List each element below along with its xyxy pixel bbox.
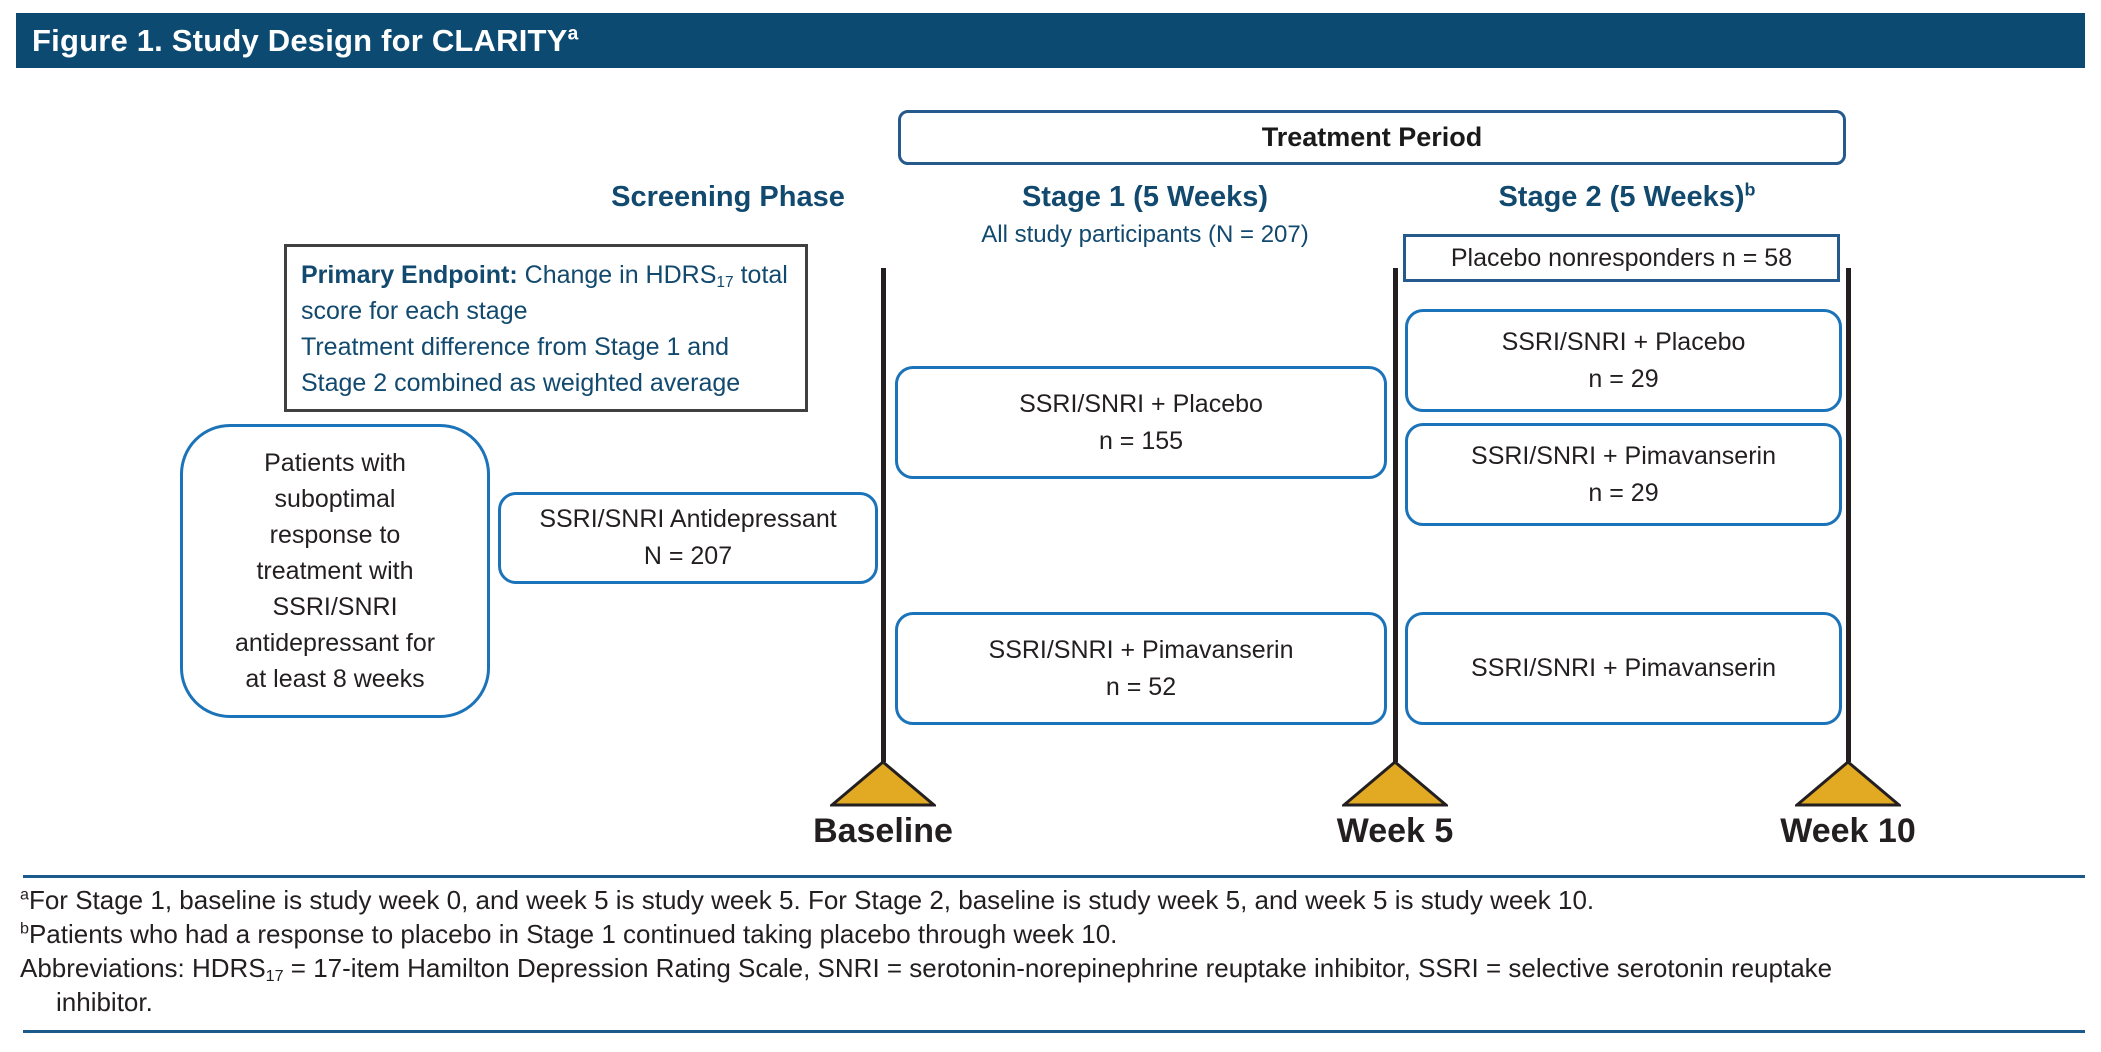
- week10-marker-triangle-icon: [1795, 760, 1901, 807]
- week5-marker-triangle-icon: [1342, 760, 1448, 807]
- stage2-placebo-box: SSRI/SNRI + Placebo n = 29: [1405, 309, 1842, 412]
- placebo-nonresponders-label: Placebo nonresponders n = 58: [1450, 243, 1793, 272]
- stage2-placebo-label: SSRI/SNRI + Placebo: [1501, 327, 1746, 356]
- figure-bottom-rule: [23, 1030, 2085, 1033]
- stage2-placebo-n: n = 29: [1588, 364, 1659, 393]
- patients-text: Patients with suboptimal response to tre…: [234, 449, 436, 693]
- figure-title-bar: Figure 1. Study Design for CLARITYa: [16, 13, 2085, 68]
- week5-label: Week 5: [1336, 812, 1454, 850]
- footnote-a: aFor Stage 1, baseline is study week 0, …: [20, 885, 1595, 915]
- week10-label: Week 10: [1780, 812, 1916, 850]
- screening-arm-label: SSRI/SNRI Antidepressant: [539, 505, 837, 533]
- timeline-line-week5: [1393, 268, 1398, 762]
- footnote-abbreviations: Abbreviations: HDRS17 = 17-item Hamilton…: [20, 953, 1833, 1017]
- stage2-pimavanserin-continued-box: SSRI/SNRI + Pimavanserin: [1405, 612, 1842, 725]
- stage2-pimavanserin-label: SSRI/SNRI + Pimavanserin: [1471, 441, 1776, 470]
- placebo-nonresponders-box: Placebo nonresponders n = 58: [1403, 234, 1840, 282]
- footnote-marker-b: b: [1744, 179, 1756, 200]
- screening-arm-n: N = 207: [643, 542, 733, 570]
- screening-arm-box: SSRI/SNRI Antidepressant N = 207: [498, 492, 878, 584]
- patients-box: Patients with suboptimal response to tre…: [180, 424, 490, 718]
- stage2-header: Stage 2 (5 Weeks)b: [1498, 179, 1756, 213]
- baseline-label: Baseline: [813, 812, 953, 850]
- stage2-pimavanserin-box: SSRI/SNRI + Pimavanserin n = 29: [1405, 423, 1842, 526]
- footnote-marker-a: a: [567, 23, 579, 45]
- footnotes: aFor Stage 1, baseline is study week 0, …: [20, 883, 1900, 1019]
- stage1-header: Stage 1 (5 Weeks): [1021, 181, 1269, 213]
- primary-endpoint-line1: Primary Endpoint: Change in HDRS17 total…: [301, 261, 788, 325]
- stage1-subheader: All study participants (N = 207): [981, 221, 1309, 248]
- stage2-pimavanserin-n: n = 29: [1588, 478, 1659, 507]
- figure-title: Figure 1. Study Design for CLARITYa: [32, 22, 579, 58]
- timeline-line-baseline: [881, 268, 886, 762]
- treatment-period-box: Treatment Period: [898, 110, 1846, 165]
- stage1-placebo-n: n = 155: [1098, 426, 1184, 455]
- baseline-marker-triangle-icon: [830, 760, 936, 807]
- footnote-divider: [23, 875, 2085, 878]
- primary-endpoint-line2: Treatment difference from Stage 1 and St…: [301, 333, 741, 397]
- stage1-placebo-box: SSRI/SNRI + Placebo n = 155: [895, 366, 1387, 479]
- stage1-placebo-label: SSRI/SNRI + Placebo: [1019, 389, 1263, 418]
- stage1-pimavanserin-box: SSRI/SNRI + Pimavanserin n = 52: [895, 612, 1387, 725]
- stage1-pimavanserin-n: n = 52: [1105, 672, 1177, 701]
- stage1-pimavanserin-label: SSRI/SNRI + Pimavanserin: [988, 635, 1294, 664]
- screening-phase-header: Screening Phase: [611, 181, 845, 213]
- treatment-period-label: Treatment Period: [1261, 122, 1483, 152]
- primary-endpoint-box: Primary Endpoint: Change in HDRS17 total…: [284, 244, 808, 412]
- stage2-pimavanserin-continued-label: SSRI/SNRI + Pimavanserin: [1471, 654, 1776, 682]
- footnote-b: bPatients who had a response to placebo …: [20, 919, 1118, 949]
- timeline-line-week10: [1846, 268, 1851, 762]
